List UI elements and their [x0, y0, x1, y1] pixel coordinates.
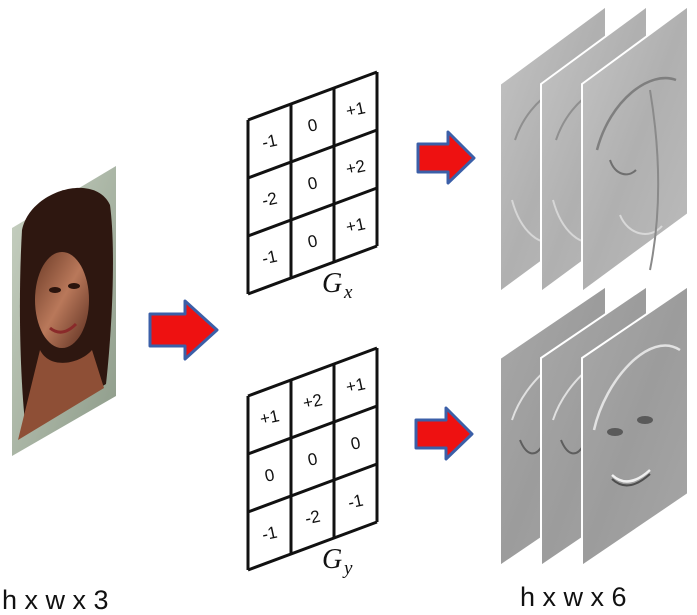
svg-text:G: G — [322, 544, 342, 575]
kernel-gy-cell: -1 — [260, 523, 279, 545]
input-dimension-label: h x w x 3 — [2, 585, 109, 615]
kernel-gx-row-line — [247, 186, 378, 238]
input-image — [12, 166, 116, 456]
kernel-gy-cell: -2 — [303, 507, 322, 529]
kernel-gx-cell: +1 — [344, 214, 367, 237]
kernel-gx-cell: -1 — [260, 131, 279, 153]
kernel-gy-cell: +1 — [258, 406, 281, 429]
kernel-gy-row-line — [247, 346, 378, 398]
kernel-gy-row-line — [247, 404, 378, 456]
svg-text:y: y — [342, 558, 353, 579]
kernel-gy-cell: 0 — [263, 465, 276, 486]
kernel-gy-cell: +1 — [344, 374, 367, 397]
kernel-gx-cell: -1 — [260, 247, 279, 269]
kernel-gy-cell: 0 — [349, 433, 362, 454]
output-stack-gx — [499, 4, 689, 294]
kernel-gx-cell: 0 — [306, 115, 319, 136]
arrow-gx-to-output — [416, 130, 476, 185]
kernel-gx-grid: -1 0 +1 -2 0 +2 -1 0 +1 — [246, 70, 379, 296]
kernel-gx-cell: 0 — [306, 173, 319, 194]
gradient-map-gx-3 — [581, 4, 689, 294]
output-dimension-label: h x w x 6 — [520, 582, 627, 612]
svg-text:x: x — [343, 282, 353, 303]
kernel-gx-row-line — [247, 70, 378, 122]
kernel-gy-name: G y — [322, 544, 353, 579]
kernel-gx-cell: 0 — [306, 231, 319, 252]
kernel-gx-cell: -2 — [260, 189, 279, 211]
kernel-gy-cell: 0 — [306, 449, 319, 470]
kernel-gy-grid: +1 +2 +1 0 0 0 -1 -2 -1 — [246, 346, 379, 572]
kernel-gy-cell: +2 — [301, 390, 324, 413]
output-stack-gy — [499, 284, 689, 568]
kernel-gx-cell: +2 — [344, 156, 367, 179]
gradient-map-gy-3 — [581, 284, 689, 568]
arrow-gy-to-output — [414, 406, 474, 461]
arrow-input-to-kernels — [148, 299, 219, 361]
svg-text:G: G — [322, 268, 342, 299]
kernel-gx-name: G x — [322, 268, 353, 303]
kernel-gx-row-line — [247, 244, 378, 296]
kernel-gx-row-line — [247, 128, 378, 180]
kernel-gy-row-line — [247, 520, 378, 572]
kernel-gy-cell: -1 — [346, 491, 365, 513]
kernel-gx-cell: +1 — [344, 98, 367, 121]
kernel-gy-row-line — [247, 462, 378, 514]
